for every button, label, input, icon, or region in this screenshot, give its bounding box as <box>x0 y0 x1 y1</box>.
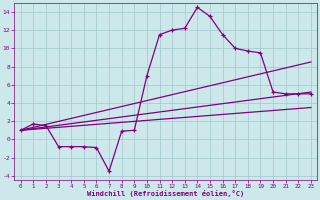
X-axis label: Windchill (Refroidissement éolien,°C): Windchill (Refroidissement éolien,°C) <box>87 190 244 197</box>
